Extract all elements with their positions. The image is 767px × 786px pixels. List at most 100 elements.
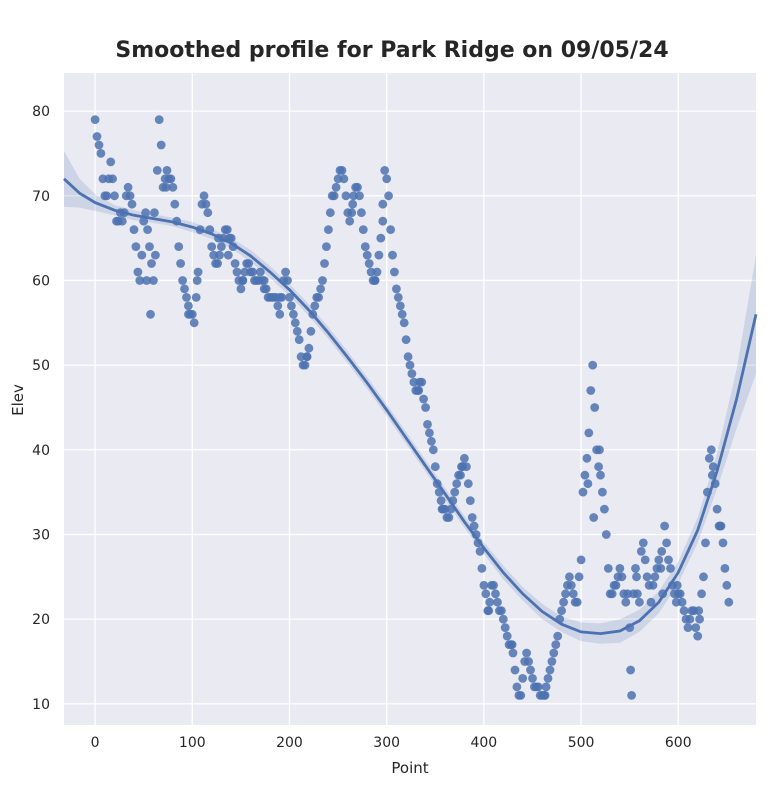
data-point bbox=[329, 191, 339, 201]
data-point bbox=[648, 580, 658, 590]
data-point bbox=[715, 521, 725, 531]
data-point bbox=[137, 250, 147, 260]
data-point bbox=[568, 589, 578, 599]
data-point bbox=[149, 276, 158, 285]
scatter-points bbox=[90, 115, 734, 700]
data-point bbox=[174, 242, 184, 252]
data-point bbox=[358, 225, 368, 235]
data-point bbox=[244, 259, 254, 268]
data-point bbox=[627, 691, 636, 700]
data-point bbox=[615, 564, 625, 573]
data-point bbox=[348, 199, 358, 209]
data-point bbox=[632, 572, 641, 582]
data-point bbox=[590, 403, 600, 412]
data-point bbox=[414, 386, 424, 395]
data-point bbox=[578, 487, 588, 497]
data-point bbox=[664, 555, 673, 565]
data-point bbox=[393, 293, 403, 302]
data-point bbox=[695, 614, 704, 624]
data-point bbox=[528, 674, 537, 683]
data-point bbox=[376, 233, 386, 243]
data-point bbox=[168, 182, 178, 192]
data-point bbox=[465, 496, 475, 505]
data-point bbox=[102, 191, 112, 201]
data-point bbox=[654, 555, 664, 565]
data-point bbox=[444, 513, 454, 522]
y-tick-label: 30 bbox=[32, 527, 50, 543]
data-point bbox=[289, 309, 298, 319]
y-axis-ticks: 10 20 30 40 50 60 70 80 bbox=[32, 104, 50, 713]
x-tick-label: 500 bbox=[568, 735, 595, 751]
data-point bbox=[355, 191, 364, 201]
data-point bbox=[372, 267, 382, 277]
data-point bbox=[403, 352, 413, 362]
data-point bbox=[475, 547, 485, 556]
data-point bbox=[189, 318, 199, 328]
data-point bbox=[255, 267, 265, 277]
data-point bbox=[436, 496, 446, 505]
data-point bbox=[353, 182, 362, 192]
data-point bbox=[589, 513, 599, 522]
data-point bbox=[176, 259, 186, 268]
data-point bbox=[236, 284, 246, 294]
data-point bbox=[273, 301, 283, 311]
data-point bbox=[463, 479, 473, 489]
data-point bbox=[322, 242, 331, 252]
data-point bbox=[642, 572, 652, 582]
data-point bbox=[656, 564, 666, 573]
data-point bbox=[129, 225, 139, 235]
data-point bbox=[133, 267, 143, 277]
data-point bbox=[677, 597, 687, 607]
x-tick-label: 0 bbox=[91, 735, 100, 751]
data-point bbox=[191, 293, 201, 302]
y-tick-label: 80 bbox=[32, 104, 50, 120]
data-point bbox=[541, 682, 551, 692]
data-point bbox=[598, 487, 607, 497]
y-axis-label: Elev bbox=[9, 384, 27, 416]
data-point bbox=[679, 606, 689, 616]
data-point bbox=[701, 538, 710, 548]
data-point bbox=[226, 233, 236, 243]
data-point bbox=[142, 276, 152, 285]
y-tick-label: 10 bbox=[32, 697, 50, 713]
data-point bbox=[603, 564, 613, 573]
data-point bbox=[320, 259, 329, 268]
data-point bbox=[646, 597, 656, 607]
data-point bbox=[601, 530, 611, 539]
data-point bbox=[347, 208, 357, 218]
data-point bbox=[638, 538, 648, 548]
data-point bbox=[428, 445, 438, 455]
data-point bbox=[248, 267, 257, 277]
data-point bbox=[292, 326, 302, 336]
data-point bbox=[127, 199, 137, 209]
data-point bbox=[213, 259, 223, 268]
data-point bbox=[222, 225, 232, 235]
data-point bbox=[498, 614, 508, 624]
data-point bbox=[427, 436, 436, 446]
data-point bbox=[106, 157, 116, 167]
data-point bbox=[722, 580, 732, 590]
data-point bbox=[154, 115, 164, 124]
data-point bbox=[720, 564, 730, 573]
data-point bbox=[699, 572, 708, 582]
data-point bbox=[666, 564, 675, 573]
data-point bbox=[405, 360, 415, 370]
data-point bbox=[139, 216, 149, 226]
data-point bbox=[497, 606, 506, 616]
data-point bbox=[423, 420, 432, 429]
data-point bbox=[469, 521, 479, 531]
data-point bbox=[456, 470, 465, 480]
data-point bbox=[561, 589, 570, 599]
data-point bbox=[636, 547, 646, 556]
data-point bbox=[516, 691, 526, 700]
data-point bbox=[584, 428, 594, 438]
data-point bbox=[551, 640, 561, 649]
data-point bbox=[565, 572, 574, 582]
data-point bbox=[125, 191, 135, 201]
data-point bbox=[557, 606, 566, 616]
data-point bbox=[489, 580, 498, 590]
data-point bbox=[500, 623, 510, 632]
data-point bbox=[390, 267, 399, 277]
data-point bbox=[339, 174, 349, 184]
data-point bbox=[631, 564, 640, 573]
